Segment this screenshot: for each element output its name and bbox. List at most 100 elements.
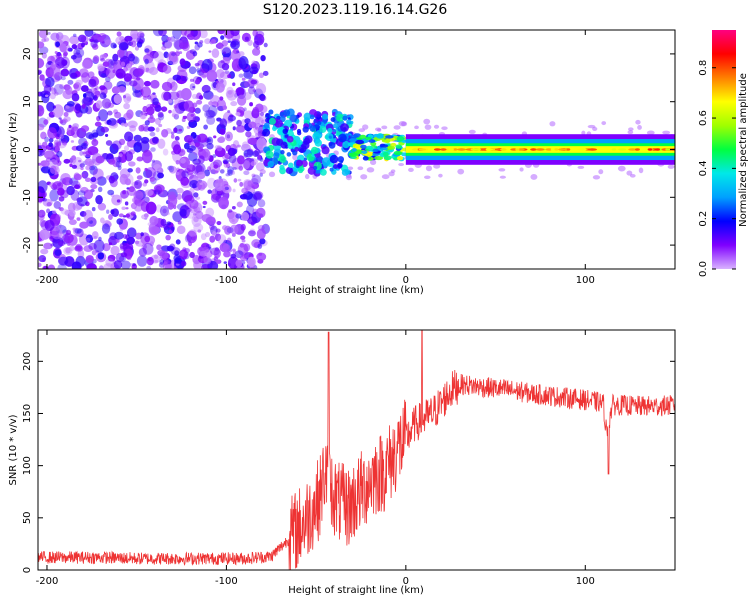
heatmap-blob — [203, 90, 214, 100]
heatmap-blob — [97, 36, 105, 42]
heatmap-blob — [53, 145, 60, 153]
heatmap-blob — [167, 99, 173, 104]
colorbar-ticks: 0.0 0.2 0.4 0.6 0.8 — [698, 60, 736, 277]
heatmap-blob — [127, 120, 138, 129]
heatmap-blob — [215, 69, 225, 79]
heatmap-blob — [370, 159, 377, 166]
colorbar-tick-label: 0.4 — [698, 160, 709, 176]
heatmap-blob — [160, 106, 168, 112]
heatmap-peak — [647, 148, 653, 151]
heatmap-blob — [248, 121, 257, 129]
heatmap-blob — [189, 78, 195, 82]
heatmap-blob — [303, 157, 308, 161]
heatmap-blob — [65, 229, 72, 236]
heatmap-blob — [288, 162, 294, 169]
heatmap-blob — [252, 150, 260, 158]
heatmap-blob — [362, 124, 369, 130]
heatmap-blob — [372, 148, 379, 152]
heatmap-blob — [229, 224, 239, 235]
heatmap-blob — [53, 83, 64, 95]
heatmap-blob — [60, 68, 70, 77]
heatmap-blob — [243, 180, 253, 191]
heatmap-blob — [284, 134, 289, 138]
heatmap-blob — [143, 80, 151, 87]
spectrogram-y-ticks: -20 -10 0 10 20 — [22, 48, 675, 253]
heatmap-blob — [254, 35, 258, 40]
heatmap-blob — [123, 94, 127, 99]
heatmap-blob — [530, 173, 538, 180]
heatmap-blob — [155, 185, 163, 195]
heatmap-blob — [136, 77, 141, 81]
heatmap-blob — [224, 70, 230, 75]
heatmap-blob — [124, 150, 134, 162]
heatmap-blob — [76, 217, 81, 221]
heatmap-blob — [104, 39, 112, 46]
heatmap-blob — [361, 150, 368, 154]
heatmap-blob — [279, 155, 287, 164]
heatmap-blob — [224, 186, 229, 191]
heatmap-blob — [330, 117, 336, 123]
heatmap-blob — [200, 233, 207, 241]
heatmap-blob — [60, 208, 70, 215]
heatmap-blob — [337, 156, 345, 163]
heatmap-blob — [104, 133, 109, 137]
heatmap-blob — [111, 140, 122, 151]
heatmap-blob — [401, 152, 407, 157]
heatmap-blob — [82, 93, 87, 98]
heatmap-peak — [472, 148, 481, 151]
heatmap-blob — [133, 190, 144, 201]
heatmap-blob — [89, 166, 96, 171]
heatmap-blob — [70, 54, 77, 60]
heatmap-blob — [230, 101, 238, 107]
heatmap-blob — [218, 196, 229, 210]
heatmap-blob — [396, 136, 405, 142]
heatmap-peak — [479, 148, 486, 151]
heatmap-blob — [268, 109, 274, 115]
heatmap-blob — [141, 214, 149, 220]
heatmap-blob — [57, 231, 66, 240]
heatmap-blob — [232, 82, 236, 87]
heatmap-blob — [314, 139, 322, 147]
heatmap-blob — [275, 138, 284, 146]
heatmap-blob — [120, 260, 131, 269]
heatmap-blob — [276, 115, 281, 121]
heatmap-blob — [368, 139, 376, 143]
heatmap-blob — [202, 200, 208, 205]
heatmap-blob — [255, 162, 265, 172]
heatmap-blob — [215, 228, 221, 233]
heatmap-blob — [128, 161, 136, 167]
heatmap-blob — [232, 248, 236, 252]
heatmap-blob — [134, 68, 145, 76]
heatmap-blob — [183, 100, 194, 112]
heatmap-blob — [136, 31, 145, 39]
heatmap-blob — [86, 217, 97, 227]
spectrogram-x-axis-label: Height of straight line (km) — [288, 285, 424, 296]
heatmap-blob — [238, 56, 249, 70]
heatmap-blob — [149, 177, 155, 182]
heatmap-blob — [116, 119, 121, 124]
heatmap-blob — [97, 202, 107, 211]
heatmap-blob — [126, 255, 132, 261]
heatmap-blob — [167, 60, 174, 66]
heatmap-blob — [80, 166, 84, 171]
heatmap-blob — [357, 166, 364, 171]
heatmap-blob — [162, 260, 172, 269]
heatmap-blob — [125, 213, 131, 218]
heatmap-blob — [161, 91, 170, 101]
heatmap-blob — [202, 74, 207, 79]
heatmap-blob — [121, 206, 126, 211]
heatmap-blob — [189, 187, 195, 195]
snr-y-tick-label: 150 — [22, 404, 33, 423]
heatmap-blob — [99, 265, 104, 269]
heatmap-blob — [239, 193, 248, 200]
heatmap-blob — [172, 74, 182, 81]
heatmap-blob — [44, 94, 49, 98]
heatmap-blob — [286, 152, 292, 157]
heatmap-blob — [255, 207, 266, 219]
heatmap-blob — [153, 254, 159, 260]
heatmap-blob — [197, 133, 208, 143]
heatmap-blob — [180, 176, 190, 186]
heatmap-blob — [243, 107, 247, 112]
snr-x-ticks: -200 -100 0 100 — [36, 330, 595, 587]
